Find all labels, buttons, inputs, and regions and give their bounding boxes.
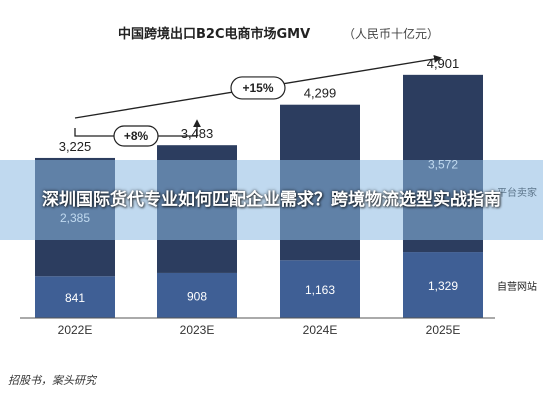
bar-total-2022E: 3,225	[59, 139, 92, 154]
x-tick-2022E: 2022E	[58, 323, 93, 337]
growth-label-8pct: +8%	[124, 129, 149, 143]
bar-segment-bottom-2024E	[280, 260, 360, 318]
bar-label-bottom-2022E: 841	[65, 291, 85, 305]
bar-label-bottom-2024E: 1,163	[305, 283, 335, 297]
bar-segment-bottom-2025E	[403, 252, 483, 318]
growth-label-15pct: +15%	[242, 81, 273, 95]
bar-total-2025E: 4,901	[427, 56, 460, 71]
bar-segment-bottom-2022E	[35, 276, 115, 318]
growth-annotations: +8% +15%	[74, 55, 442, 147]
bar-total-2024E: 4,299	[304, 86, 337, 101]
growth-badge-8pct	[113, 125, 159, 147]
x-tick-2025E: 2025E	[426, 323, 461, 337]
growth-badge-15pct	[230, 76, 286, 100]
overlay-headline: 深圳国际货代专业如何匹配企业需求？跨境物流选型实战指南	[42, 190, 501, 210]
x-tick-2023E: 2023E	[180, 323, 215, 337]
overlay-banner: 深圳国际货代专业如何匹配企业需求？跨境物流选型实战指南	[0, 160, 543, 240]
bar-label-bottom-2023E: 908	[187, 289, 207, 303]
source-note: 招股书，案头研究	[8, 374, 98, 387]
bar-segment-bottom-2023E	[157, 272, 237, 318]
chart-unit: （人民币十亿元）	[343, 26, 439, 41]
bar-label-bottom-2025E: 1,329	[428, 279, 458, 293]
x-tick-2024E: 2024E	[303, 323, 338, 337]
legend-item-bottom: 自营网站	[497, 280, 537, 293]
chart-title: 中国跨境出口B2C电商市场GMV	[118, 26, 310, 42]
